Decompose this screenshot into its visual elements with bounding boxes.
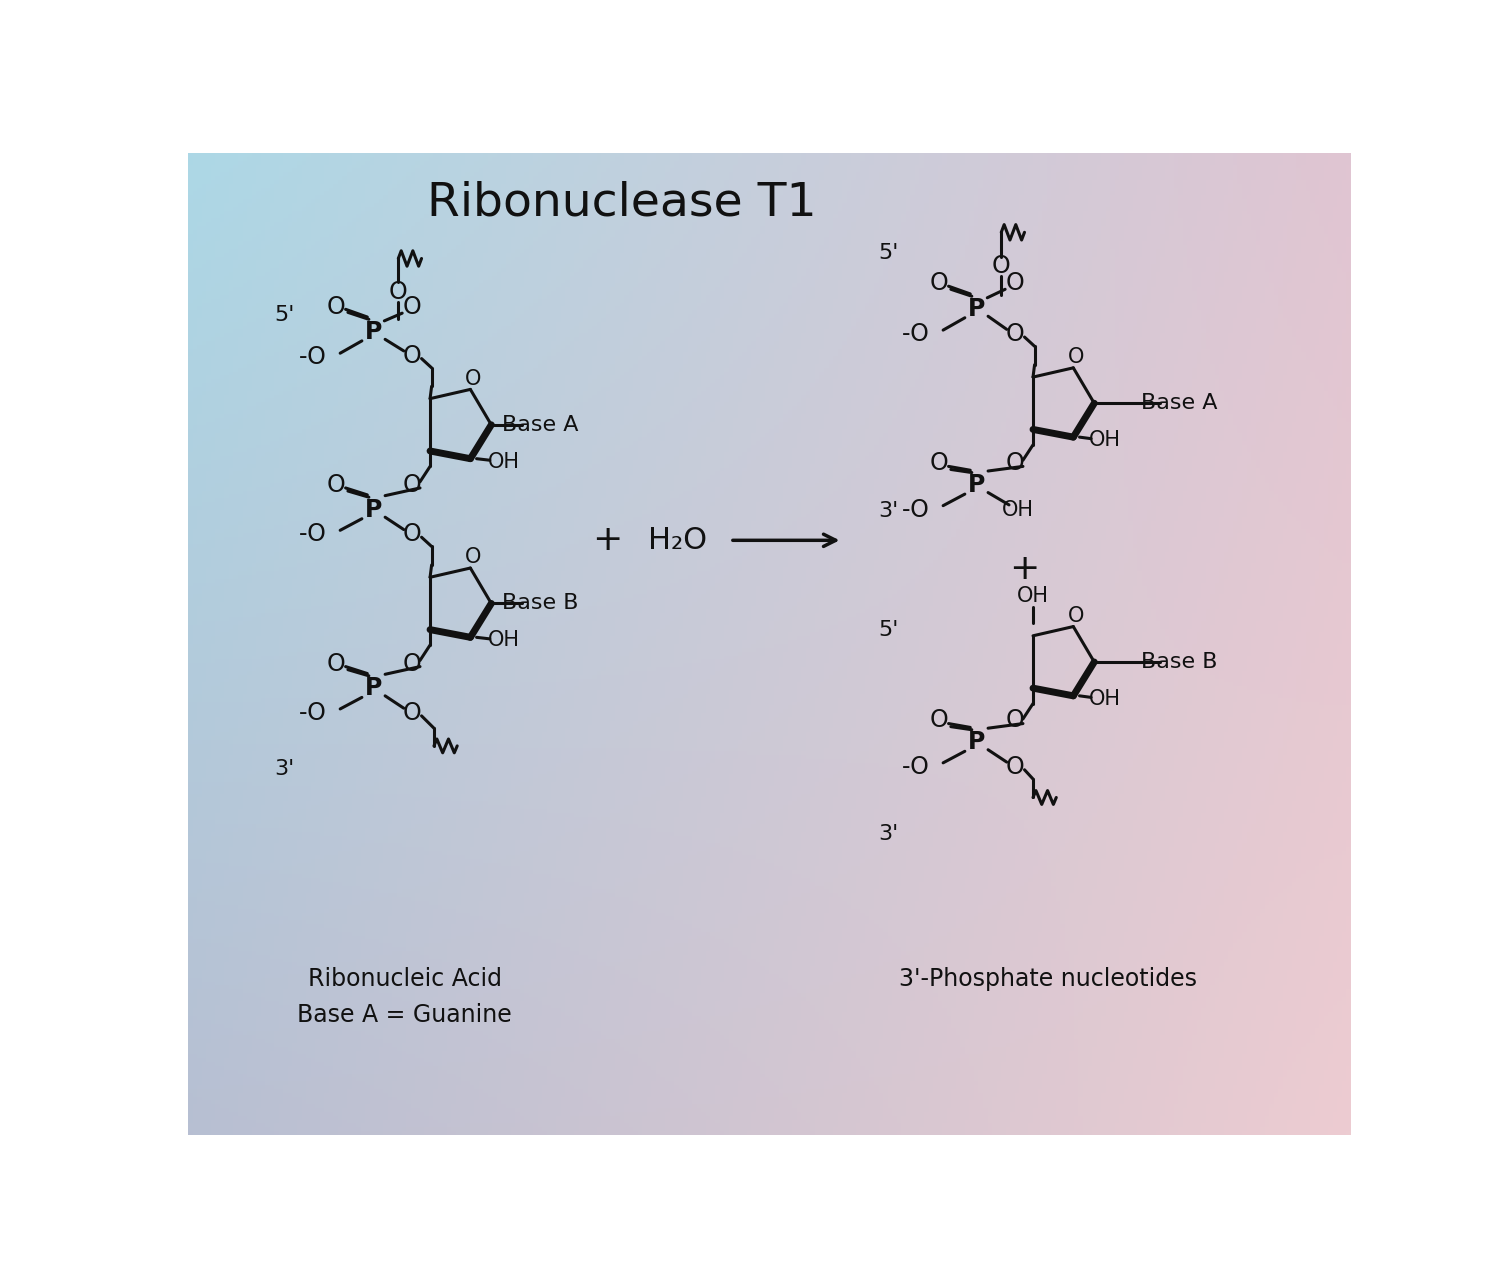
Text: O: O [404,523,422,546]
Text: P: P [364,320,382,344]
Text: OH: OH [1017,585,1048,606]
Text: P: P [968,297,986,320]
Text: O: O [930,272,948,295]
Text: O: O [327,295,345,319]
Text: -O: -O [902,323,930,346]
Text: O: O [327,652,345,676]
Text: H₂O: H₂O [648,525,706,555]
Text: 5': 5' [274,305,294,325]
Text: OH: OH [1089,688,1120,709]
Text: O: O [992,254,1011,278]
Text: OH: OH [488,630,519,650]
Text: O: O [327,473,345,497]
Text: O: O [404,652,422,676]
Text: O: O [930,709,948,733]
Text: 3'-Phosphate nucleotides: 3'-Phosphate nucleotides [898,968,1197,991]
Text: Base A: Base A [503,414,579,435]
Text: OH: OH [1002,500,1035,519]
Text: O: O [1007,272,1025,295]
Text: O: O [1068,606,1084,626]
Text: O: O [1007,451,1025,476]
Text: 5': 5' [879,244,898,263]
Text: 3': 3' [274,759,294,779]
Text: -O: -O [298,701,327,724]
Text: 3': 3' [879,825,898,844]
Text: P: P [968,473,986,497]
Text: O: O [404,295,422,319]
Text: P: P [364,676,382,700]
Text: -O: -O [298,523,327,546]
Text: O: O [1007,709,1025,733]
Text: O: O [465,547,482,567]
Text: O: O [1007,755,1025,779]
Text: O: O [404,343,422,367]
FancyArrowPatch shape [734,534,836,547]
Text: +: + [1010,552,1040,585]
Text: -O: -O [902,755,930,779]
Text: O: O [1007,323,1025,346]
Text: O: O [404,473,422,497]
Text: O: O [1068,347,1084,367]
Text: O: O [930,451,948,476]
Text: 3': 3' [879,501,898,521]
Text: -O: -O [298,346,327,368]
Text: OH: OH [488,451,519,472]
Text: O: O [465,368,482,389]
Text: O: O [404,701,422,724]
Text: Ribonuclease T1: Ribonuclease T1 [426,181,816,226]
Text: Ribonucleic Acid: Ribonucleic Acid [308,968,501,991]
Text: +: + [592,523,622,557]
Text: Base B: Base B [1142,652,1218,672]
Text: P: P [968,731,986,754]
Text: OH: OH [1089,430,1120,450]
Text: O: O [388,279,408,303]
Text: Base A = Guanine: Base A = Guanine [297,1003,512,1028]
Text: P: P [364,497,382,521]
Text: -O: -O [902,497,930,521]
Text: 5': 5' [879,621,898,640]
Text: Base A: Base A [1142,393,1218,413]
Text: Base B: Base B [503,593,579,613]
